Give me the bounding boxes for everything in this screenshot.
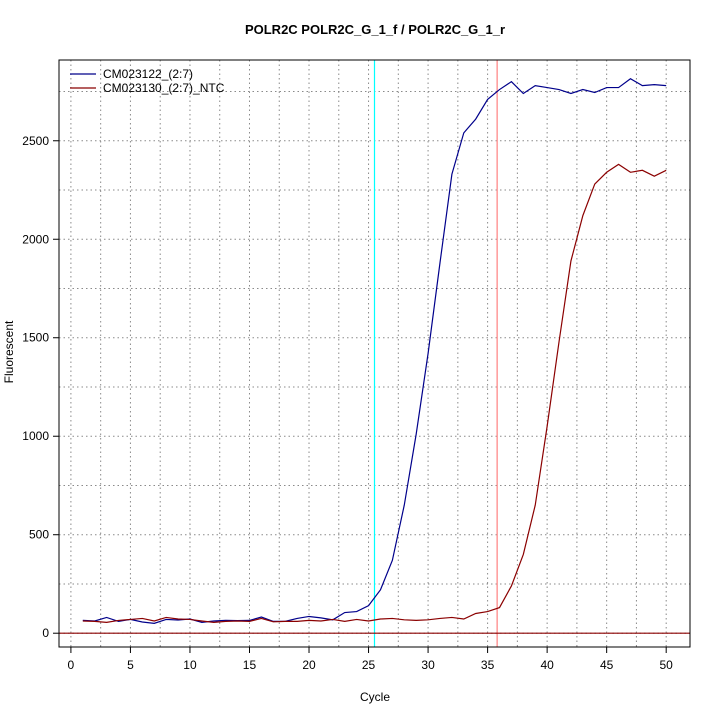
- x-tick-label: 30: [421, 658, 435, 672]
- x-tick-label: 5: [127, 658, 134, 672]
- y-axis-title: Fluorescent: [2, 320, 16, 383]
- legend-label-1: CM023122_(2:7): [103, 67, 193, 81]
- x-tick-label: 45: [600, 658, 614, 672]
- x-tick-label: 25: [362, 658, 376, 672]
- legend: CM023122_(2:7)CM023130_(2:7)_NTC: [70, 67, 225, 95]
- x-tick-label: 0: [68, 658, 75, 672]
- x-tick-label: 10: [183, 658, 197, 672]
- x-axis-title: Cycle: [360, 690, 390, 704]
- y-tick-label: 1500: [22, 331, 49, 345]
- x-tick-label: 15: [243, 658, 257, 672]
- x-tick-label: 50: [660, 658, 674, 672]
- series-line-2: [82, 163, 667, 623]
- y-axis: 0 500 1000 1500 2000 2500: [22, 134, 59, 640]
- reference-lines: [59, 60, 690, 647]
- legend-label-2: CM023130_(2:7)_NTC: [103, 81, 225, 95]
- series-group: [82, 77, 667, 624]
- x-tick-label: 40: [540, 658, 554, 672]
- y-tick-label: 0: [42, 626, 49, 640]
- y-tick-label: 1000: [22, 429, 49, 443]
- series-line-1: [82, 77, 667, 624]
- y-tick-label: 2500: [22, 134, 49, 148]
- y-tick-label: 500: [29, 528, 49, 542]
- x-tick-label: 35: [481, 658, 495, 672]
- y-tick-label: 2000: [22, 232, 49, 246]
- chart-title: POLR2C POLR2C_G_1_f / POLR2C_G_1_r: [245, 22, 505, 37]
- x-axis: 0 5 10 15 20 25 30 35 40 45 50: [68, 647, 674, 672]
- x-tick-label: 20: [302, 658, 316, 672]
- plot-frame: [58, 59, 691, 648]
